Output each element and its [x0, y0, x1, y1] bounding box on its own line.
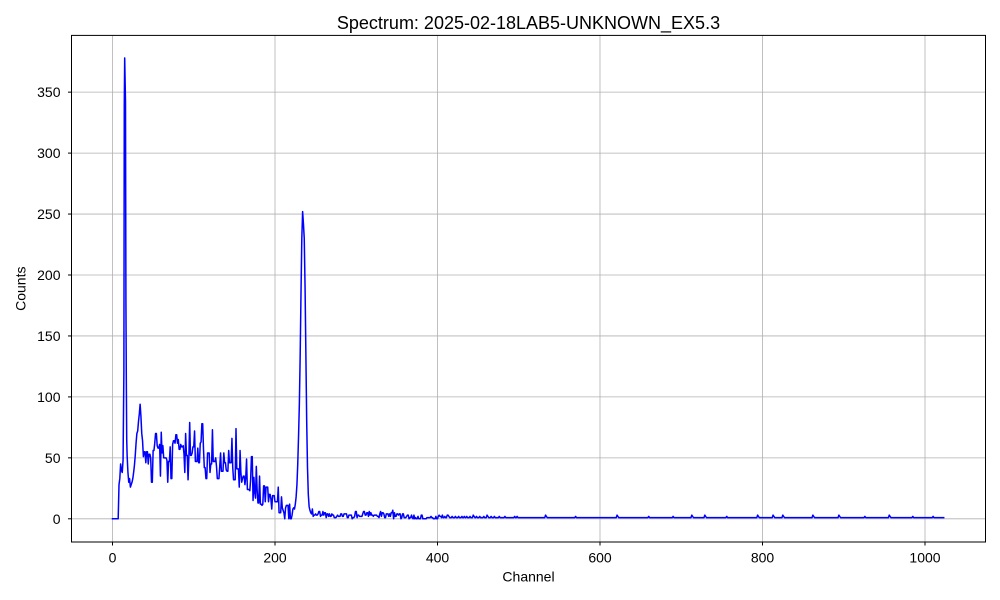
svg-text:350: 350 — [37, 84, 61, 100]
svg-text:400: 400 — [426, 550, 450, 566]
svg-text:200: 200 — [263, 550, 287, 566]
svg-text:150: 150 — [37, 328, 61, 344]
svg-text:800: 800 — [751, 550, 775, 566]
svg-text:50: 50 — [45, 450, 61, 466]
svg-text:0: 0 — [109, 550, 117, 566]
svg-text:250: 250 — [37, 206, 61, 222]
svg-text:200: 200 — [37, 267, 61, 283]
svg-text:300: 300 — [37, 145, 61, 161]
svg-text:100: 100 — [37, 389, 61, 405]
svg-text:0: 0 — [53, 511, 61, 527]
svg-text:1000: 1000 — [909, 550, 940, 566]
svg-text:Counts: Counts — [13, 267, 29, 311]
svg-text:600: 600 — [588, 550, 612, 566]
svg-text:Spectrum: 2025-02-18LAB5-UNKNO: Spectrum: 2025-02-18LAB5-UNKNOWN_EX5.3 — [337, 13, 720, 34]
svg-text:Channel: Channel — [502, 569, 554, 585]
